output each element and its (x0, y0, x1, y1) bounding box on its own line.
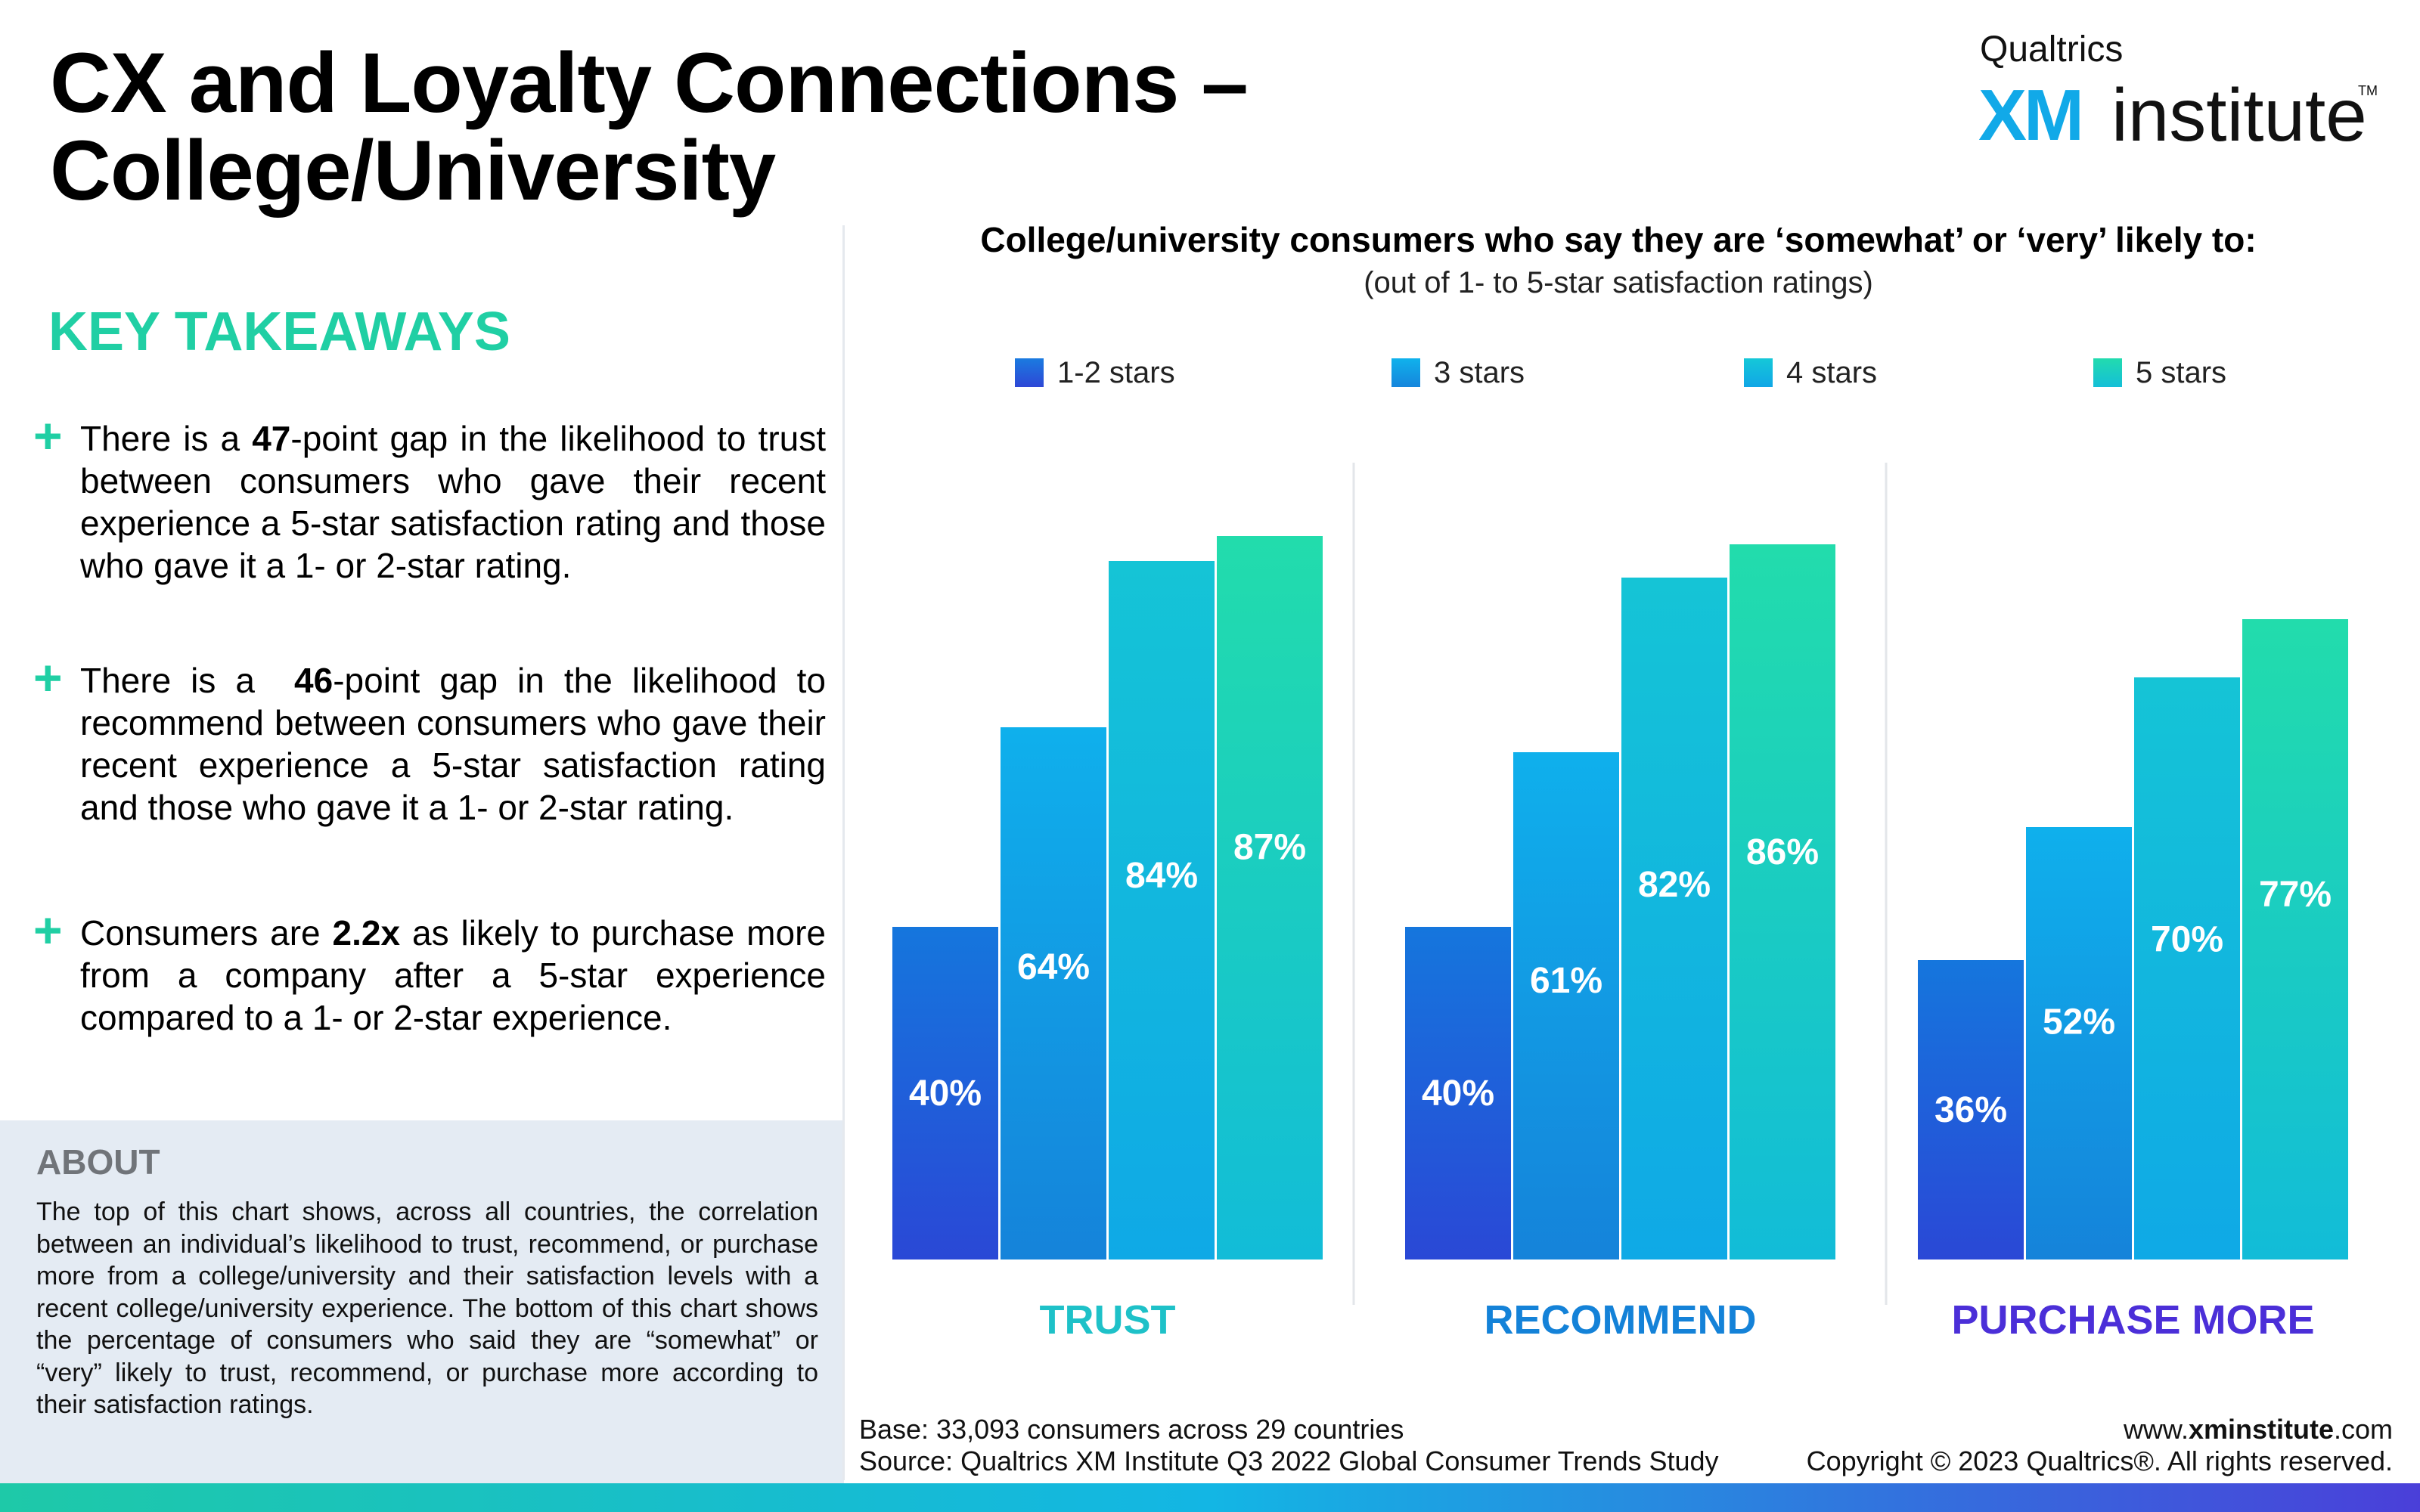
data-label: 86% (1746, 832, 1819, 872)
bottom-gradient-bar (0, 1483, 2420, 1512)
takeaway-text: Consumers are 2.2x as likely to purchase… (80, 913, 826, 1037)
website-link[interactable]: www.xminstitute.com (2123, 1414, 2393, 1445)
legend-swatch (1744, 358, 1773, 387)
copyright-text: Copyright © 2023 Qualtrics®. All rights … (1806, 1445, 2393, 1476)
legend-label: 1-2 stars (1057, 356, 1175, 389)
plus-icon: + (33, 902, 63, 958)
category-label: PURCHASE MORE (1951, 1297, 2314, 1343)
bar-3-stars (1513, 752, 1619, 1259)
chart-subtitle: (out of 1- to 5-star satisfaction rating… (1364, 266, 1873, 299)
title-line-1: CX and Loyalty Connections – (50, 36, 1249, 130)
takeaway-text: There is a 47-point gap in the likelihoo… (80, 419, 827, 585)
plus-icon: + (33, 407, 63, 463)
legend-swatch (1015, 358, 1044, 387)
bar-3-stars (1001, 727, 1106, 1259)
copyright-block: www.xminstitute.com Copyright © 2023 Qua… (1807, 1414, 2393, 1477)
bar-1-2-stars (892, 927, 998, 1259)
xm-institute-logo: Qualtrics XM institute TM (1978, 29, 2378, 156)
bar-5-stars (1730, 544, 1835, 1259)
data-label: 40% (1422, 1074, 1494, 1114)
bar-1-2-stars (1405, 927, 1511, 1259)
about-panel (0, 1120, 844, 1483)
page-title: CX and Loyalty Connections – College/Uni… (50, 39, 1336, 215)
data-label: 84% (1125, 856, 1198, 896)
about-text: The top of this chart shows, across all … (36, 1198, 818, 1419)
logo-tm: TM (2358, 83, 2378, 98)
bar-1-2-stars (1918, 960, 2024, 1259)
legend-label: 3 stars (1434, 356, 1525, 389)
title-line-2: College/University (50, 123, 776, 218)
logo-brand: Qualtrics (1980, 29, 2124, 70)
data-label: 52% (2043, 1002, 2115, 1042)
legend-label: 4 stars (1786, 356, 1878, 389)
data-label: 70% (2151, 920, 2223, 960)
legend-label: 5 stars (2136, 356, 2227, 389)
legend-swatch (2093, 358, 2122, 387)
takeaway-text: There is a 46-point gap in the likelihoo… (80, 661, 836, 827)
source-note: Source: Qualtrics XM Institute Q3 2022 G… (859, 1445, 1719, 1476)
bar-5-stars (1217, 536, 1323, 1259)
data-label: 82% (1638, 865, 1711, 905)
chart-title: College/university consumers who say the… (980, 220, 2257, 259)
bar-3-stars (2026, 827, 2132, 1259)
base-note: Base: 33,093 consumers across 29 countri… (859, 1414, 1404, 1445)
data-label: 87% (1233, 828, 1306, 868)
bar-5-stars (2242, 619, 2348, 1259)
data-label: 36% (1934, 1090, 2007, 1130)
data-label: 64% (1017, 947, 1090, 987)
data-label: 40% (909, 1074, 982, 1114)
category-label: TRUST (1040, 1297, 1176, 1343)
category-label: RECOMMEND (1485, 1297, 1757, 1343)
data-label: 61% (1530, 961, 1602, 1001)
data-label: 77% (2259, 875, 2332, 915)
bar-4-stars (1621, 578, 1727, 1259)
logo-xm: XM (1978, 75, 2084, 156)
legend-swatch (1392, 358, 1420, 387)
bar-4-stars (2134, 677, 2240, 1259)
plus-icon: + (33, 649, 63, 705)
panel-divider (842, 225, 845, 1480)
chart-source: Base: 33,093 consumers across 29 countri… (859, 1414, 1719, 1477)
bar-4-stars (1109, 561, 1215, 1259)
logo-institute: institute (2111, 73, 2367, 156)
key-takeaways-heading: KEY TAKEAWAYS (48, 302, 510, 362)
about-heading: ABOUT (36, 1142, 160, 1182)
